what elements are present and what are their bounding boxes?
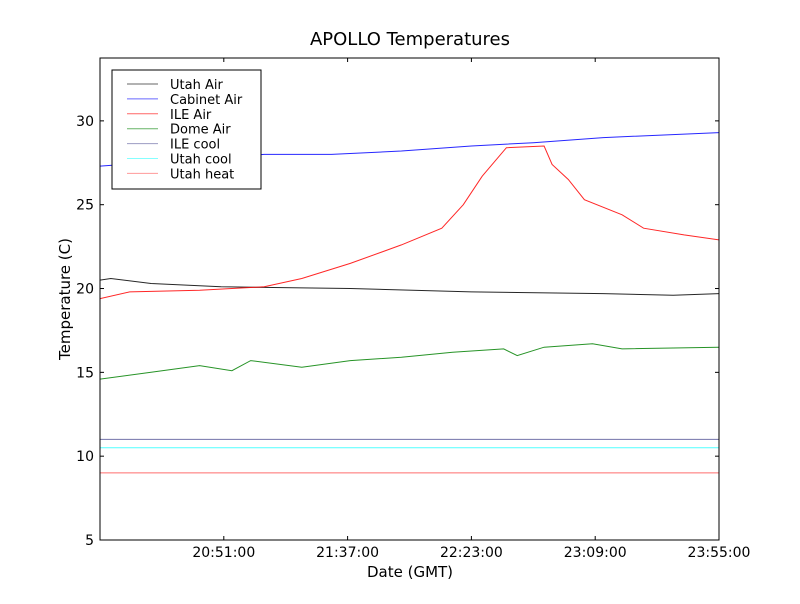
x-tick-label: 23:55:00 (688, 545, 751, 561)
series-line-utah-air (100, 277, 719, 296)
series-line-utah-heat (100, 472, 719, 495)
legend-label: Utah Air (170, 78, 223, 93)
legend-label: Utah heat (170, 167, 234, 182)
legend-label: ILE cool (170, 138, 220, 153)
y-tick-label: 30 (76, 114, 94, 130)
y-tick-label: 10 (76, 449, 94, 465)
y-tick-label: 5 (85, 533, 94, 549)
y-axis-label: Temperature (C) (56, 238, 74, 361)
x-tick-label: 21:37:00 (316, 545, 379, 561)
x-tick-label: 22:23:00 (440, 545, 503, 561)
series-line-ile-air (100, 145, 719, 300)
x-axis-label: Date (GMT) (367, 563, 453, 581)
y-tick-label: 25 (76, 198, 94, 214)
series-line-dome-air (100, 343, 719, 380)
series-line-cabinet-air (100, 132, 719, 167)
legend-label: Cabinet Air (170, 93, 243, 108)
axis-ticks: 5 10 15 20 25 30 20:51:00 21:37:00 22:23:00 23:09… (76, 58, 750, 561)
axes-frame (99, 57, 720, 541)
y-tick-label: 15 (76, 365, 94, 381)
x-tick-label: 20:51:00 (192, 545, 255, 561)
y-tick-label: 20 (76, 282, 94, 298)
legend-label: Utah cool (170, 153, 232, 168)
plot-area (100, 132, 719, 495)
legend-box (111, 69, 262, 190)
legend-label: ILE Air (170, 108, 212, 123)
chart-title: APOLLO Temperatures (310, 29, 510, 50)
x-tick-label: 23:09:00 (564, 545, 627, 561)
legend-label: Dome Air (170, 123, 231, 138)
